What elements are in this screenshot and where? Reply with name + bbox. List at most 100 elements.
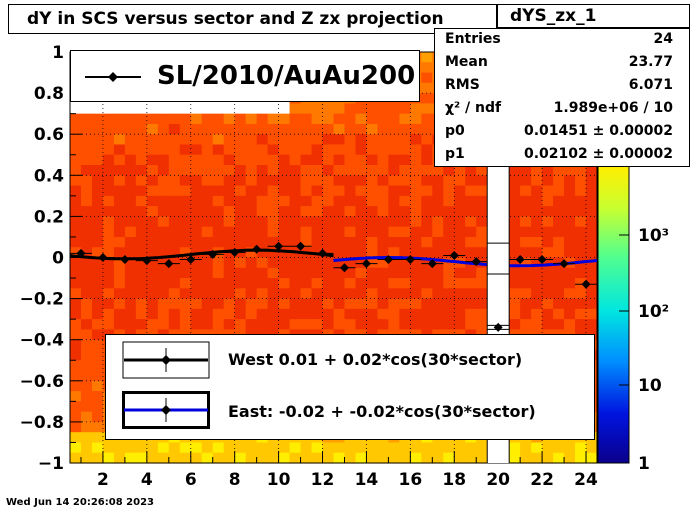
heatmap-cell	[333, 154, 346, 166]
heatmap-cell	[410, 257, 422, 269]
heatmap-cell	[311, 165, 324, 176]
heatmap-cell	[256, 216, 269, 228]
heatmap-cell	[509, 278, 521, 289]
y-tick-label: −0.2	[20, 290, 64, 310]
heatmap-cell	[344, 247, 357, 259]
heatmap-cell	[531, 226, 543, 238]
fit-curves	[69, 248, 598, 268]
heatmap-cell	[421, 267, 433, 279]
heatmap-cell	[146, 134, 159, 146]
heatmap-cell	[179, 247, 192, 259]
heatmap-cell	[377, 206, 389, 217]
data-point	[449, 250, 459, 260]
heatmap-cell	[564, 216, 576, 228]
heatmap-cell	[355, 319, 368, 331]
data-point	[559, 259, 569, 269]
heatmap-cell	[113, 308, 126, 320]
heatmap-cell	[91, 185, 104, 197]
heatmap-cell	[179, 226, 192, 238]
heatmap-cell	[157, 308, 170, 320]
heatmap-cell	[311, 134, 324, 146]
heatmap-cell	[531, 257, 543, 269]
heatmap-cell	[476, 175, 488, 187]
heatmap-cell	[311, 278, 324, 289]
heatmap-cell	[421, 72, 433, 84]
heatmap-cell	[344, 308, 357, 320]
heatmap-cell	[80, 216, 93, 228]
y-tick-label: −0.4	[20, 331, 65, 351]
heatmap-cell	[70, 175, 82, 187]
heatmap-cell	[245, 113, 258, 125]
heatmap-cell	[157, 442, 170, 454]
heatmap-cell	[322, 206, 335, 217]
heatmap-cell	[124, 247, 137, 259]
heatmap-cell	[344, 195, 357, 207]
x-tick-label: 14	[355, 470, 379, 490]
heatmap-cell	[234, 185, 247, 197]
heatmap-cell	[564, 452, 576, 464]
heatmap-cell	[256, 226, 269, 238]
heatmap-cell	[410, 154, 422, 166]
heatmap-cell	[135, 226, 148, 238]
heatmap-cell	[410, 267, 422, 279]
heatmap-cell	[520, 185, 532, 197]
heatmap-cell	[289, 113, 302, 125]
heatmap-cell	[564, 236, 576, 248]
heatmap-cell	[91, 154, 104, 166]
heatmap-cell	[245, 308, 258, 320]
heatmap-cell	[70, 247, 82, 259]
heatmap-cell	[586, 195, 598, 207]
heatmap-cell	[234, 206, 247, 217]
heatmap-cell	[333, 319, 346, 331]
heatmap-cell	[311, 308, 324, 320]
heatmap-cell	[520, 195, 532, 207]
heatmap-cell	[322, 185, 335, 197]
heatmap-cell	[157, 123, 170, 135]
heatmap-cell	[388, 123, 400, 135]
heatmap-cell	[333, 103, 346, 115]
heatmap-cell	[234, 452, 247, 464]
heatmap-cell	[377, 113, 389, 125]
heatmap-cell	[80, 298, 93, 310]
heatmap-cell	[443, 298, 455, 310]
heatmap-cell	[377, 247, 389, 259]
heatmap-cell	[388, 103, 400, 115]
heatmap-cell	[443, 288, 455, 300]
heatmap-cell	[586, 308, 598, 320]
heatmap-cell	[234, 442, 247, 454]
heatmap-cell	[70, 411, 82, 423]
stat-row-p0: p0 0.01451 ± 0.00002	[445, 123, 673, 139]
heatmap-cell	[179, 195, 192, 207]
heatmap-cell	[432, 226, 444, 238]
heatmap-cell	[168, 185, 181, 197]
heatmap-cell	[234, 154, 247, 166]
heatmap-cell	[124, 319, 137, 331]
heatmap-cell	[91, 247, 104, 259]
heatmap-cell	[388, 216, 400, 228]
heatmap-cell	[168, 267, 181, 279]
heatmap-cell	[168, 226, 181, 238]
heatmap-cell	[377, 144, 389, 156]
heatmap-cell	[168, 216, 181, 228]
heatmap-cell	[355, 144, 368, 156]
heatmap-cell	[223, 267, 236, 279]
heatmap-cell	[289, 154, 302, 166]
heatmap-cell	[212, 175, 225, 187]
data-point	[581, 279, 591, 289]
heatmap-cell	[509, 442, 521, 454]
heatmap-cell	[355, 154, 368, 166]
heatmap-cell	[322, 247, 335, 259]
heatmap-cell	[278, 216, 291, 228]
heatmap-cell	[531, 308, 543, 320]
heatmap-cell	[278, 123, 291, 135]
heatmap-cell	[432, 257, 444, 269]
heatmap-cell	[190, 144, 203, 156]
heatmap-cell	[179, 154, 192, 166]
heatmap-cell	[300, 123, 313, 135]
heatmap-cell	[102, 185, 115, 197]
heatmap-cell	[124, 216, 137, 228]
heatmap-cell	[179, 442, 192, 454]
heatmap-cell	[256, 144, 269, 156]
heatmap-cell	[91, 401, 104, 413]
heatmap-cell	[278, 298, 291, 310]
